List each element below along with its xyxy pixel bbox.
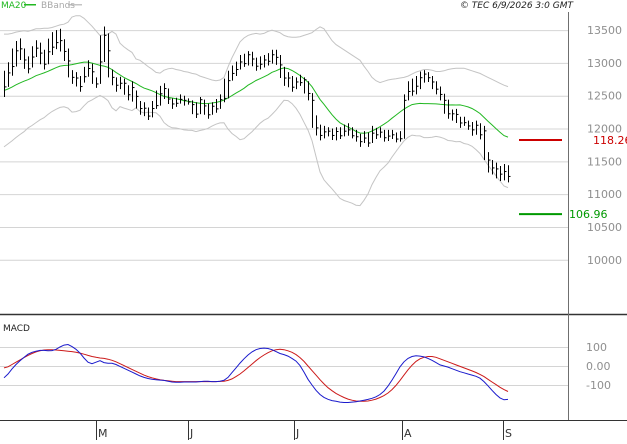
bbands-legend-swatch	[68, 4, 82, 6]
ma20-legend-swatch	[24, 4, 36, 6]
ma20-line	[3, 61, 509, 138]
bbands-legend-label: BBands	[41, 1, 75, 11]
price-tick-label: 13000	[587, 57, 622, 70]
macd-panel-title: MACD	[3, 324, 30, 334]
price-tick-label: 12500	[587, 90, 622, 103]
macd-tick-label: 100	[586, 341, 607, 354]
x-tick-label: A	[404, 427, 412, 440]
macd-signal-line	[3, 348, 509, 402]
reference-label: 118.26	[593, 134, 627, 147]
x-tick-label: S	[505, 427, 512, 440]
price-tick-label: 13500	[587, 24, 622, 37]
x-tick-label: M	[98, 427, 108, 440]
ma20-legend-label: MA20	[1, 1, 27, 11]
macd-tick-label: 0.00	[586, 360, 611, 373]
bband-upper-line	[4, 15, 509, 88]
price-tick-label: 11000	[587, 188, 622, 201]
macd-line	[3, 343, 509, 403]
x-tick-label: J	[295, 427, 299, 440]
copyright-watermark: © TEC 6/9/2026 3:0 GMT	[460, 1, 575, 11]
reference-label: 106.96	[569, 208, 608, 221]
x-tick-label: J	[189, 427, 193, 440]
ohlc-bars	[4, 26, 511, 183]
price-tick-label: 10000	[587, 254, 622, 267]
bband-lower-line	[3, 94, 509, 207]
price-tick-label: 10500	[587, 221, 622, 234]
price-tick-label: 12000	[587, 123, 622, 136]
macd-tick-label: -100	[586, 379, 611, 392]
price-tick-label: 11500	[587, 155, 622, 168]
